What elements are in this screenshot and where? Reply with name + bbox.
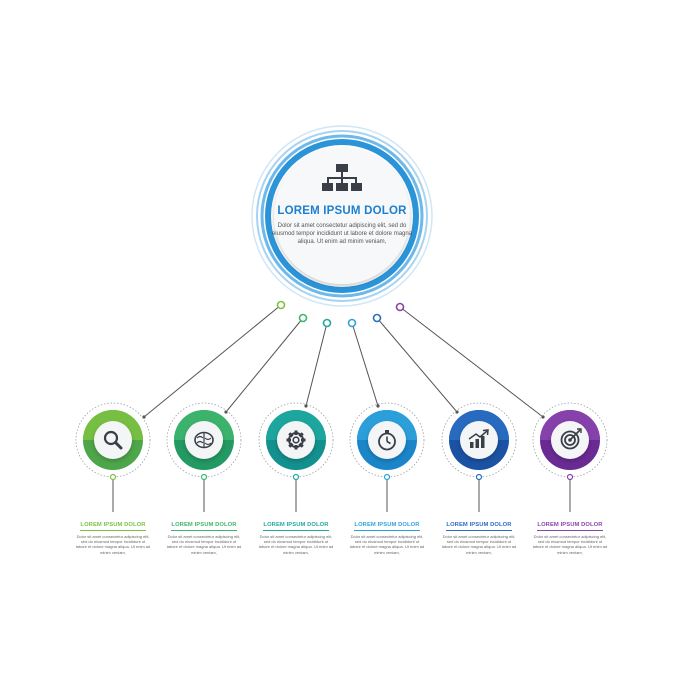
connector-anchor-6 — [395, 302, 405, 312]
stopwatch-icon — [378, 430, 396, 451]
hierarchy-icon — [322, 164, 362, 191]
node-1 — [75, 402, 151, 512]
connector-anchor-2 — [298, 313, 308, 323]
node-6 — [532, 402, 608, 512]
hub-outer-ring-3 — [256, 130, 428, 302]
node-description: Dolor sit amet consectetur adipiscing el… — [75, 534, 151, 555]
connector-line-5 — [376, 317, 458, 413]
node-title: LOREM IPSUM DOLOR — [80, 522, 146, 531]
node-label-1: LOREM IPSUM DOLOR Dolor sit amet consecte… — [75, 513, 151, 555]
node-description: Dolor sit amet consectetur adipiscing el… — [166, 534, 242, 555]
node-label-2: LOREM IPSUM DOLOR Dolor sit amet consecte… — [166, 513, 242, 555]
node-label-6: LOREM IPSUM DOLOR Dolor sit amet consecte… — [532, 513, 608, 555]
connector-end-1 — [142, 415, 146, 419]
central-hub — [251, 125, 433, 307]
node-description: Dolor sit amet consectetur adipiscing el… — [532, 534, 608, 555]
node-label-3: LOREM IPSUM DOLOR Dolor sit amet consecte… — [258, 513, 334, 555]
brain-icon — [194, 431, 214, 449]
node-stem-dot-3 — [292, 473, 300, 481]
node-title: LOREM IPSUM DOLOR — [354, 522, 420, 531]
node-stem-dot-1 — [109, 473, 117, 481]
hub-description: Dolor sit amet consectetur adipiscing el… — [271, 223, 413, 246]
node-label-4: LOREM IPSUM DOLOR Dolor sit amet consecte… — [349, 513, 425, 555]
nodes — [75, 402, 608, 512]
node-title: LOREM IPSUM DOLOR — [537, 522, 603, 531]
connector-line-2 — [225, 317, 304, 413]
node-stem-dot-4 — [383, 473, 391, 481]
node-stem-dot-2 — [200, 473, 208, 481]
hub-outer-ring-4 — [251, 125, 433, 307]
connector-line-3 — [305, 322, 328, 407]
node-title: LOREM IPSUM DOLOR — [263, 522, 329, 531]
magnifier-icon — [103, 430, 123, 450]
node-2 — [166, 402, 242, 512]
node-description: Dolor sit amet consectetur adipiscing el… — [349, 534, 425, 555]
node-label-5: LOREM IPSUM DOLOR Dolor sit amet consecte… — [441, 513, 517, 555]
node-title: LOREM IPSUM DOLOR — [171, 522, 237, 531]
connector-end-3 — [304, 404, 308, 408]
hub-outer-ring-2 — [260, 134, 424, 298]
growth-chart-icon — [468, 429, 489, 448]
connector-line-6 — [399, 306, 544, 418]
connector-anchor-4 — [347, 318, 357, 328]
connector-anchor-5 — [372, 313, 382, 323]
connector-end-6 — [541, 415, 545, 419]
node-5 — [441, 402, 517, 512]
connector-line-4 — [351, 322, 379, 407]
connector-end-4 — [376, 404, 380, 408]
hub-face — [274, 148, 410, 284]
connectors — [142, 300, 545, 419]
connector-anchor-3 — [322, 318, 332, 328]
hub-title: LOREM IPSUM DOLOR — [277, 205, 407, 217]
node-stem-dot-6 — [566, 473, 574, 481]
node-description: Dolor sit amet consectetur adipiscing el… — [258, 534, 334, 555]
node-title: LOREM IPSUM DOLOR — [446, 522, 512, 531]
hub-outer-ring-1 — [265, 139, 419, 293]
gear-icon — [286, 430, 306, 450]
target-icon — [560, 428, 582, 450]
node-3 — [258, 402, 334, 512]
connector-anchor-1 — [276, 300, 286, 310]
node-4 — [349, 402, 425, 512]
connector-line-1 — [143, 304, 282, 418]
hub-text: LOREM IPSUM DOLOR Dolor sit amet consect… — [270, 205, 414, 247]
node-description: Dolor sit amet consectetur adipiscing el… — [441, 534, 517, 555]
node-stem-dot-5 — [475, 473, 483, 481]
